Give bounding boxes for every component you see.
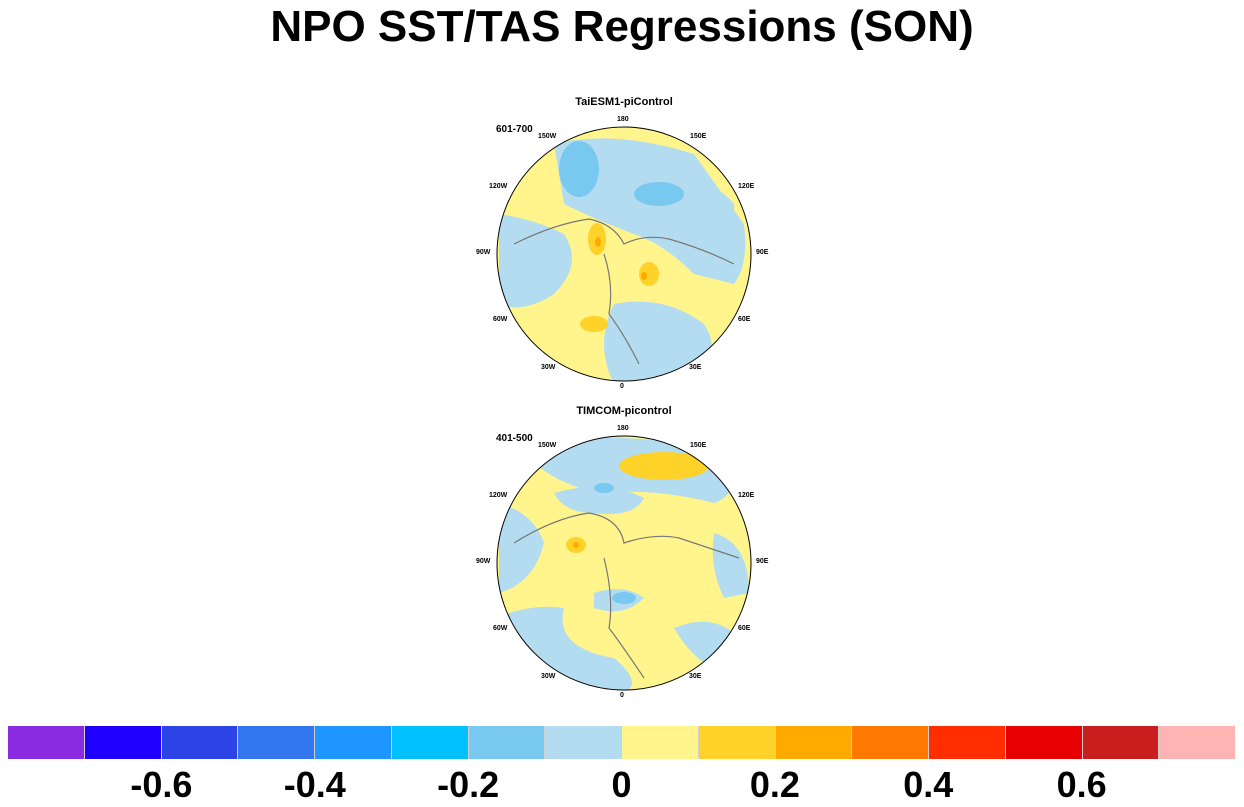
- colorbar-box-8: [622, 726, 699, 759]
- panel-2-lon-0: 0: [620, 692, 624, 699]
- colorbar-box-9: [698, 726, 776, 759]
- colorbar-tick-label: -0.4: [283, 764, 346, 805]
- panel-2-title: TIMCOM-picontrol: [576, 405, 672, 417]
- colorbar-box-11: [852, 726, 929, 759]
- panel-2-lon-120e: 120E: [738, 492, 755, 499]
- figure-title: NPO SST/TAS Regressions (SON): [270, 2, 974, 51]
- panel-1-lon-60e: 60E: [738, 316, 751, 323]
- colorbar-tick-label: 0.4: [903, 764, 954, 805]
- panel-1-polar-map: [496, 126, 752, 382]
- colorbar: [8, 726, 1235, 759]
- panel-1-title: TaiESM1-piControl: [575, 96, 673, 108]
- panel-2-lon-30e: 30E: [689, 673, 702, 680]
- panel-1-lon-30e: 30E: [689, 364, 702, 371]
- panel-1-lon-180: 180: [617, 116, 629, 123]
- panel-2-lon-90w: 90W: [476, 558, 491, 565]
- colorbar-box-6: [468, 726, 546, 759]
- panel-1-lon-30w: 30W: [541, 364, 556, 371]
- panel-1-lon-90w: 90W: [476, 249, 491, 256]
- colorbar-box-15: [1159, 726, 1235, 759]
- panel-1-lon-150e: 150E: [690, 133, 707, 140]
- panel-1-lon-120e: 120E: [738, 183, 755, 190]
- colorbar-box-7: [545, 726, 622, 759]
- colorbar-tick-label: 0.2: [749, 764, 800, 805]
- panel-2-lon-90e: 90E: [756, 558, 769, 565]
- panel-2-lon-120w: 120W: [489, 492, 508, 499]
- panel-2-period: 401-500: [496, 433, 533, 444]
- panel-2-lon-150w: 150W: [538, 442, 557, 449]
- panel-1-lon-0: 0: [620, 383, 624, 390]
- colorbar-box-13: [1005, 726, 1083, 759]
- panel-2-lon-30w: 30W: [541, 673, 556, 680]
- panel-2-lon-150e: 150E: [690, 442, 707, 449]
- colorbar-box-0: [8, 726, 85, 759]
- colorbar-box-4: [315, 726, 392, 759]
- panel-1-period: 601-700: [496, 124, 533, 135]
- panel-2-lon-60w: 60W: [493, 625, 508, 632]
- colorbar-box-1: [84, 726, 162, 759]
- panel-1-lon-150w: 150W: [538, 133, 557, 140]
- panel-1-lon-90e: 90E: [756, 249, 769, 256]
- colorbar-box-2: [161, 726, 239, 759]
- panel-1-lon-60w: 60W: [493, 316, 508, 323]
- panel-2-lon-180: 180: [617, 425, 629, 432]
- colorbar-box-12: [929, 726, 1006, 759]
- colorbar-box-14: [1082, 726, 1160, 759]
- colorbar-tick-label: -0.6: [130, 764, 193, 805]
- colorbar-tick-label: 0: [611, 764, 632, 805]
- colorbar-box-3: [238, 726, 315, 759]
- colorbar-box-10: [775, 726, 853, 759]
- panel-2-polar-map: [496, 435, 752, 691]
- panel-1-lon-120w: 120W: [489, 183, 508, 190]
- colorbar-tick-label: -0.2: [437, 764, 500, 805]
- panel-2-lon-60e: 60E: [738, 625, 751, 632]
- colorbar-box-5: [391, 726, 469, 759]
- colorbar-tick-label: 0.6: [1056, 764, 1107, 805]
